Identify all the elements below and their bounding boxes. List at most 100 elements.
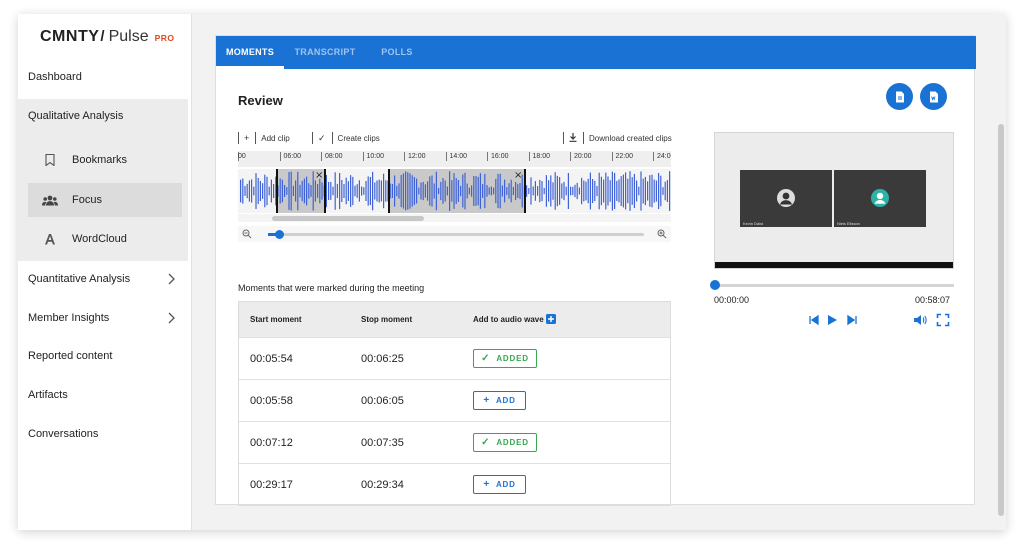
waveform-bar <box>246 183 248 199</box>
page-title: Review <box>238 93 283 108</box>
waveform-bar <box>572 186 574 196</box>
tab-polls[interactable]: POLLS <box>381 47 413 57</box>
add-button[interactable]: + ADD <box>473 391 526 410</box>
waveform-bar <box>611 171 613 211</box>
volume-icon[interactable] <box>913 313 927 327</box>
waveform-bar <box>264 174 266 208</box>
add-square-icon[interactable] <box>546 314 556 324</box>
waveform-bar <box>409 173 411 209</box>
video-progress-handle[interactable] <box>710 280 720 290</box>
timeline-tick-mark <box>528 152 530 161</box>
waveform-bar <box>268 186 270 196</box>
added-button[interactable]: ✓ ADDED <box>473 433 537 452</box>
waveform-bar <box>429 176 431 206</box>
video-progress-bar[interactable] <box>710 280 954 290</box>
zoom-slider-handle[interactable] <box>275 230 284 239</box>
waveform-bar <box>471 185 473 197</box>
added-button[interactable]: ✓ ADDED <box>473 349 537 368</box>
waveform-bar <box>642 178 644 204</box>
waveform-bar <box>477 176 479 206</box>
waveform-bar <box>616 180 618 201</box>
add-button[interactable]: + ADD <box>473 475 526 494</box>
sidebar-item-member-insights[interactable]: Member Insights <box>18 299 192 337</box>
waveform-bar <box>622 174 624 208</box>
zoom-in-icon[interactable] <box>657 229 667 239</box>
waveform-bar <box>369 177 371 205</box>
waveform-bar <box>508 183 510 199</box>
waveform-bar <box>449 171 451 211</box>
waveform-bar <box>255 173 257 209</box>
tab-transcript[interactable]: TRANSCRIPT <box>294 47 356 57</box>
waveform-bar <box>629 171 631 211</box>
waveform-bar <box>446 186 448 196</box>
sidebar-item-conversations[interactable]: Conversations <box>18 415 192 453</box>
waveform-bar <box>400 175 402 208</box>
audio-waveform[interactable]: × × <box>238 169 671 213</box>
skip-back-icon[interactable] <box>807 313 821 327</box>
waveform-bar <box>664 181 666 201</box>
sidebar-item-reported-content[interactable]: Reported content <box>18 337 192 375</box>
waveform-bar <box>521 174 523 208</box>
create-clips-button[interactable]: ✓ Create clips <box>312 131 380 145</box>
sidebar-item-label: Reported content <box>28 350 113 362</box>
remove-clip-icon[interactable]: × <box>514 170 522 181</box>
waveform-bar <box>440 181 442 201</box>
sidebar-item-label: Qualitative Analysis <box>28 110 124 122</box>
waveform-bar <box>378 179 380 203</box>
zoom-out-icon[interactable] <box>242 229 252 239</box>
play-icon[interactable] <box>825 313 839 327</box>
sidebar-subitem-bookmarks[interactable]: Bookmarks <box>28 143 182 177</box>
waveform-bar <box>424 184 426 198</box>
page-scrollbar[interactable] <box>998 124 1004 516</box>
sidebar-item-dashboard[interactable]: Dashboard <box>18 58 192 96</box>
timeline-tick-mark <box>404 152 405 161</box>
sidebar-subitem-focus[interactable]: Focus <box>28 183 182 217</box>
waveform-bar <box>279 178 281 204</box>
waveform-bar <box>585 181 587 201</box>
waveform-bar <box>457 180 459 202</box>
fullscreen-icon[interactable] <box>936 313 950 327</box>
zoom-slider[interactable] <box>268 230 644 239</box>
waveform-bar <box>651 174 653 208</box>
sidebar-item-label: Quantitative Analysis <box>28 273 131 285</box>
download-clips-button[interactable]: Download created clips <box>563 131 672 145</box>
waveform-scrollbar-thumb[interactable] <box>272 216 424 221</box>
waveform-bar <box>620 176 622 206</box>
skip-forward-icon[interactable] <box>845 313 859 327</box>
waveform-bar <box>365 181 367 201</box>
add-label: ADD <box>495 396 516 405</box>
waveform-bar <box>587 178 589 204</box>
waveform-bar <box>321 182 323 200</box>
export-document-button[interactable] <box>886 83 913 110</box>
video-player[interactable]: Kevin Dalst Niels Ellsson <box>714 132 954 269</box>
tab-moments[interactable]: MOMENTS <box>216 36 284 69</box>
waveform-bar <box>512 186 514 196</box>
waveform-bar <box>259 181 261 201</box>
sidebar-item-quantitative-analysis[interactable]: Quantitative Analysis <box>18 260 192 298</box>
timeline-tick-mark <box>279 152 281 161</box>
waveform-bar <box>570 186 572 196</box>
waveform-scrollbar[interactable] <box>238 214 671 222</box>
sidebar-item-label: Conversations <box>28 428 99 440</box>
start-moment-cell: 00:05:54 <box>250 353 293 365</box>
waveform-bar <box>295 180 297 202</box>
waveform-bar <box>567 173 569 209</box>
export-word-button[interactable] <box>920 83 947 110</box>
remove-clip-icon[interactable]: × <box>315 170 323 181</box>
audio-timeline[interactable]: :00 06:00 08:00 10:00 12:00 14:00 16:00 18:00 20… <box>238 151 671 167</box>
sidebar-item-artifacts[interactable]: Artifacts <box>18 376 192 414</box>
logo-tier: PRO <box>154 33 175 43</box>
people-icon <box>28 195 72 206</box>
sidebar-subitem-wordcloud[interactable]: WordCloud <box>28 222 182 256</box>
waveform-bar <box>655 180 657 202</box>
add-clip-button[interactable]: + Add clip <box>238 131 290 145</box>
waveform-bar <box>391 184 393 198</box>
waveform-bar <box>636 180 638 202</box>
current-time: 00:00:00 <box>714 295 750 305</box>
waveform-bar <box>614 172 616 209</box>
sidebar-item-qualitative-analysis[interactable]: Qualitative Analysis <box>18 97 192 135</box>
waveform-bar <box>640 171 642 211</box>
waveform-bar <box>394 175 396 207</box>
waveform-bar <box>303 178 305 204</box>
waveform-bar <box>550 175 552 207</box>
